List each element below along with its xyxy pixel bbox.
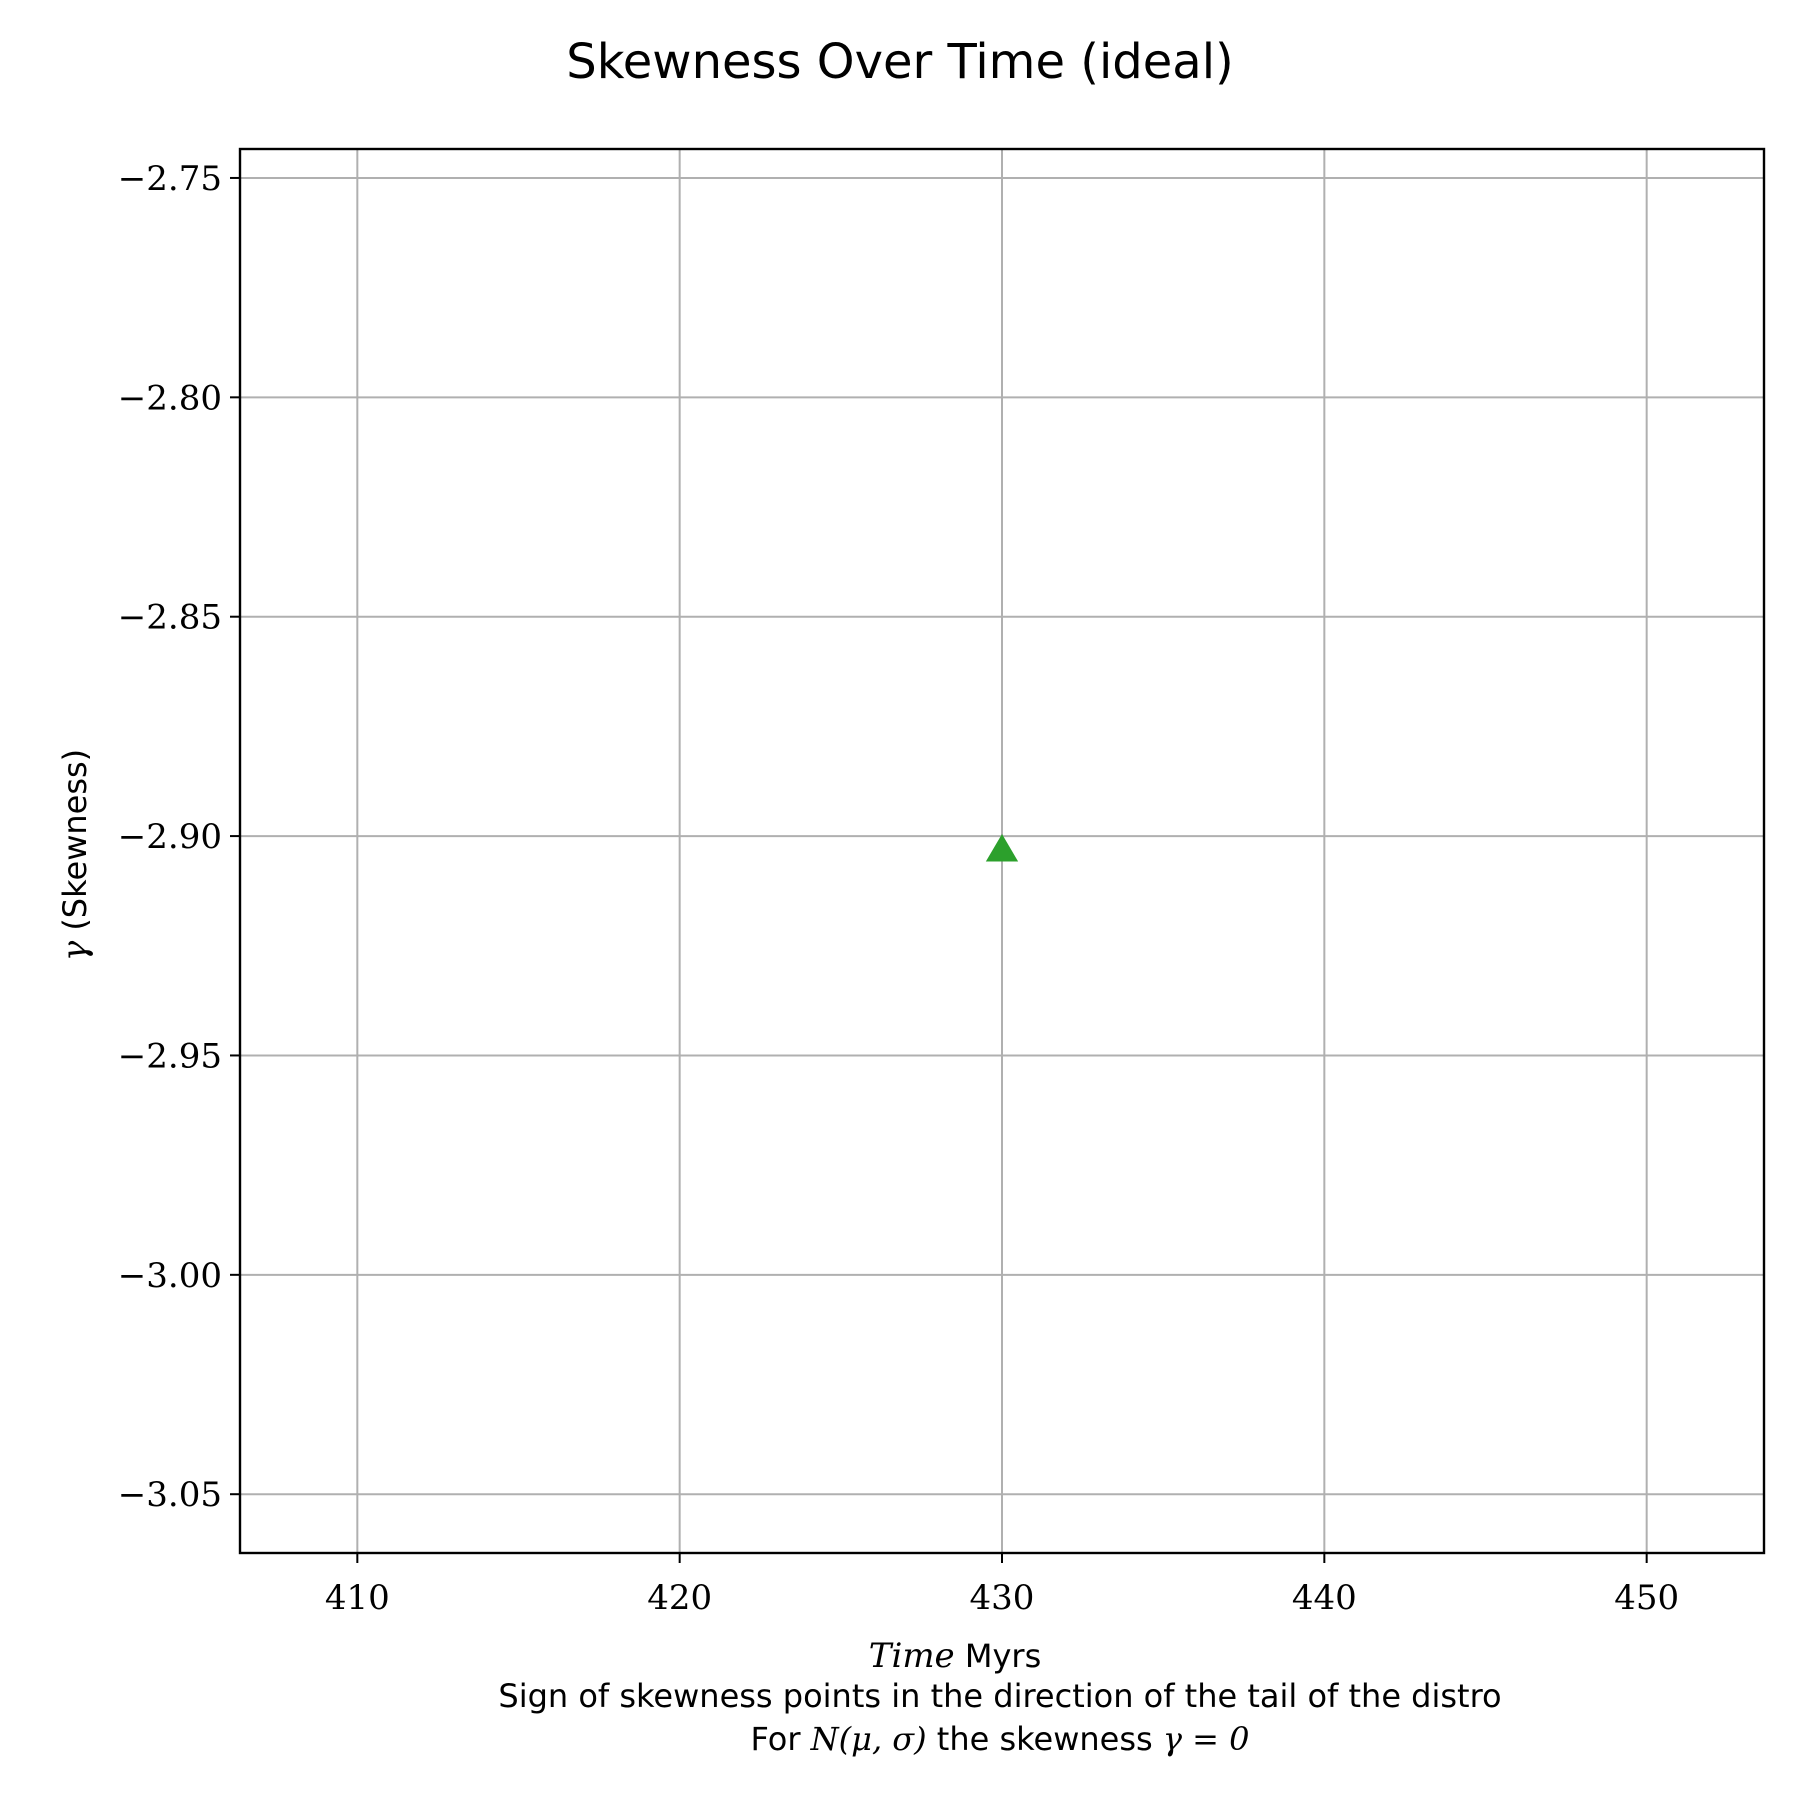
axis-ticks: 410 420 430 440 450 −2.75 −2.80 −2.85 −2.90 −2.95… [118,159,1679,1618]
y-axis-label-math: γ [55,940,95,961]
x-tick-label: 450 [1614,1578,1679,1618]
y-tick-label: −2.80 [118,378,222,418]
caption-line-2: For N(μ, σ) the skewness γ = 0 [750,1720,1249,1758]
y-tick-label: −2.90 [118,817,222,857]
x-axis-label-math: Time [869,1636,955,1676]
caption-line-2-math: N(μ, σ) [810,1720,927,1758]
x-axis-label: Time Myrs [869,1636,1041,1676]
x-tick-label: 440 [1292,1578,1357,1618]
plot-frame [238,147,1766,1555]
caption-line-2-math2: γ = 0 [1163,1720,1250,1758]
x-tick-label: 420 [647,1578,712,1618]
chart-title: Skewness Over Time (ideal) [566,34,1234,90]
x-tick-label: 430 [970,1578,1035,1618]
x-tick-label: 410 [325,1578,390,1618]
y-axis-label: γ (Skewness) [55,749,95,961]
x-axis-label-unit: Myrs [955,1637,1042,1675]
y-tick-label: −3.00 [118,1256,222,1296]
y-tick-label: −2.85 [118,598,222,638]
caption-line-2-mid: the skewness [927,1720,1163,1758]
y-axis-label-text: (Skewness) [56,749,94,941]
data-point-triangle [985,834,1019,862]
y-tick-label: −2.75 [118,159,222,199]
caption-line-2-prefix: For [750,1720,810,1758]
data-points [985,834,1019,862]
caption-line-1: Sign of skewness points in the direction… [498,1677,1501,1715]
y-tick-label: −2.95 [118,1036,222,1076]
y-tick-label: −3.05 [118,1475,222,1515]
caption-line-1-text: Sign of skewness points in the direction… [498,1677,1501,1715]
